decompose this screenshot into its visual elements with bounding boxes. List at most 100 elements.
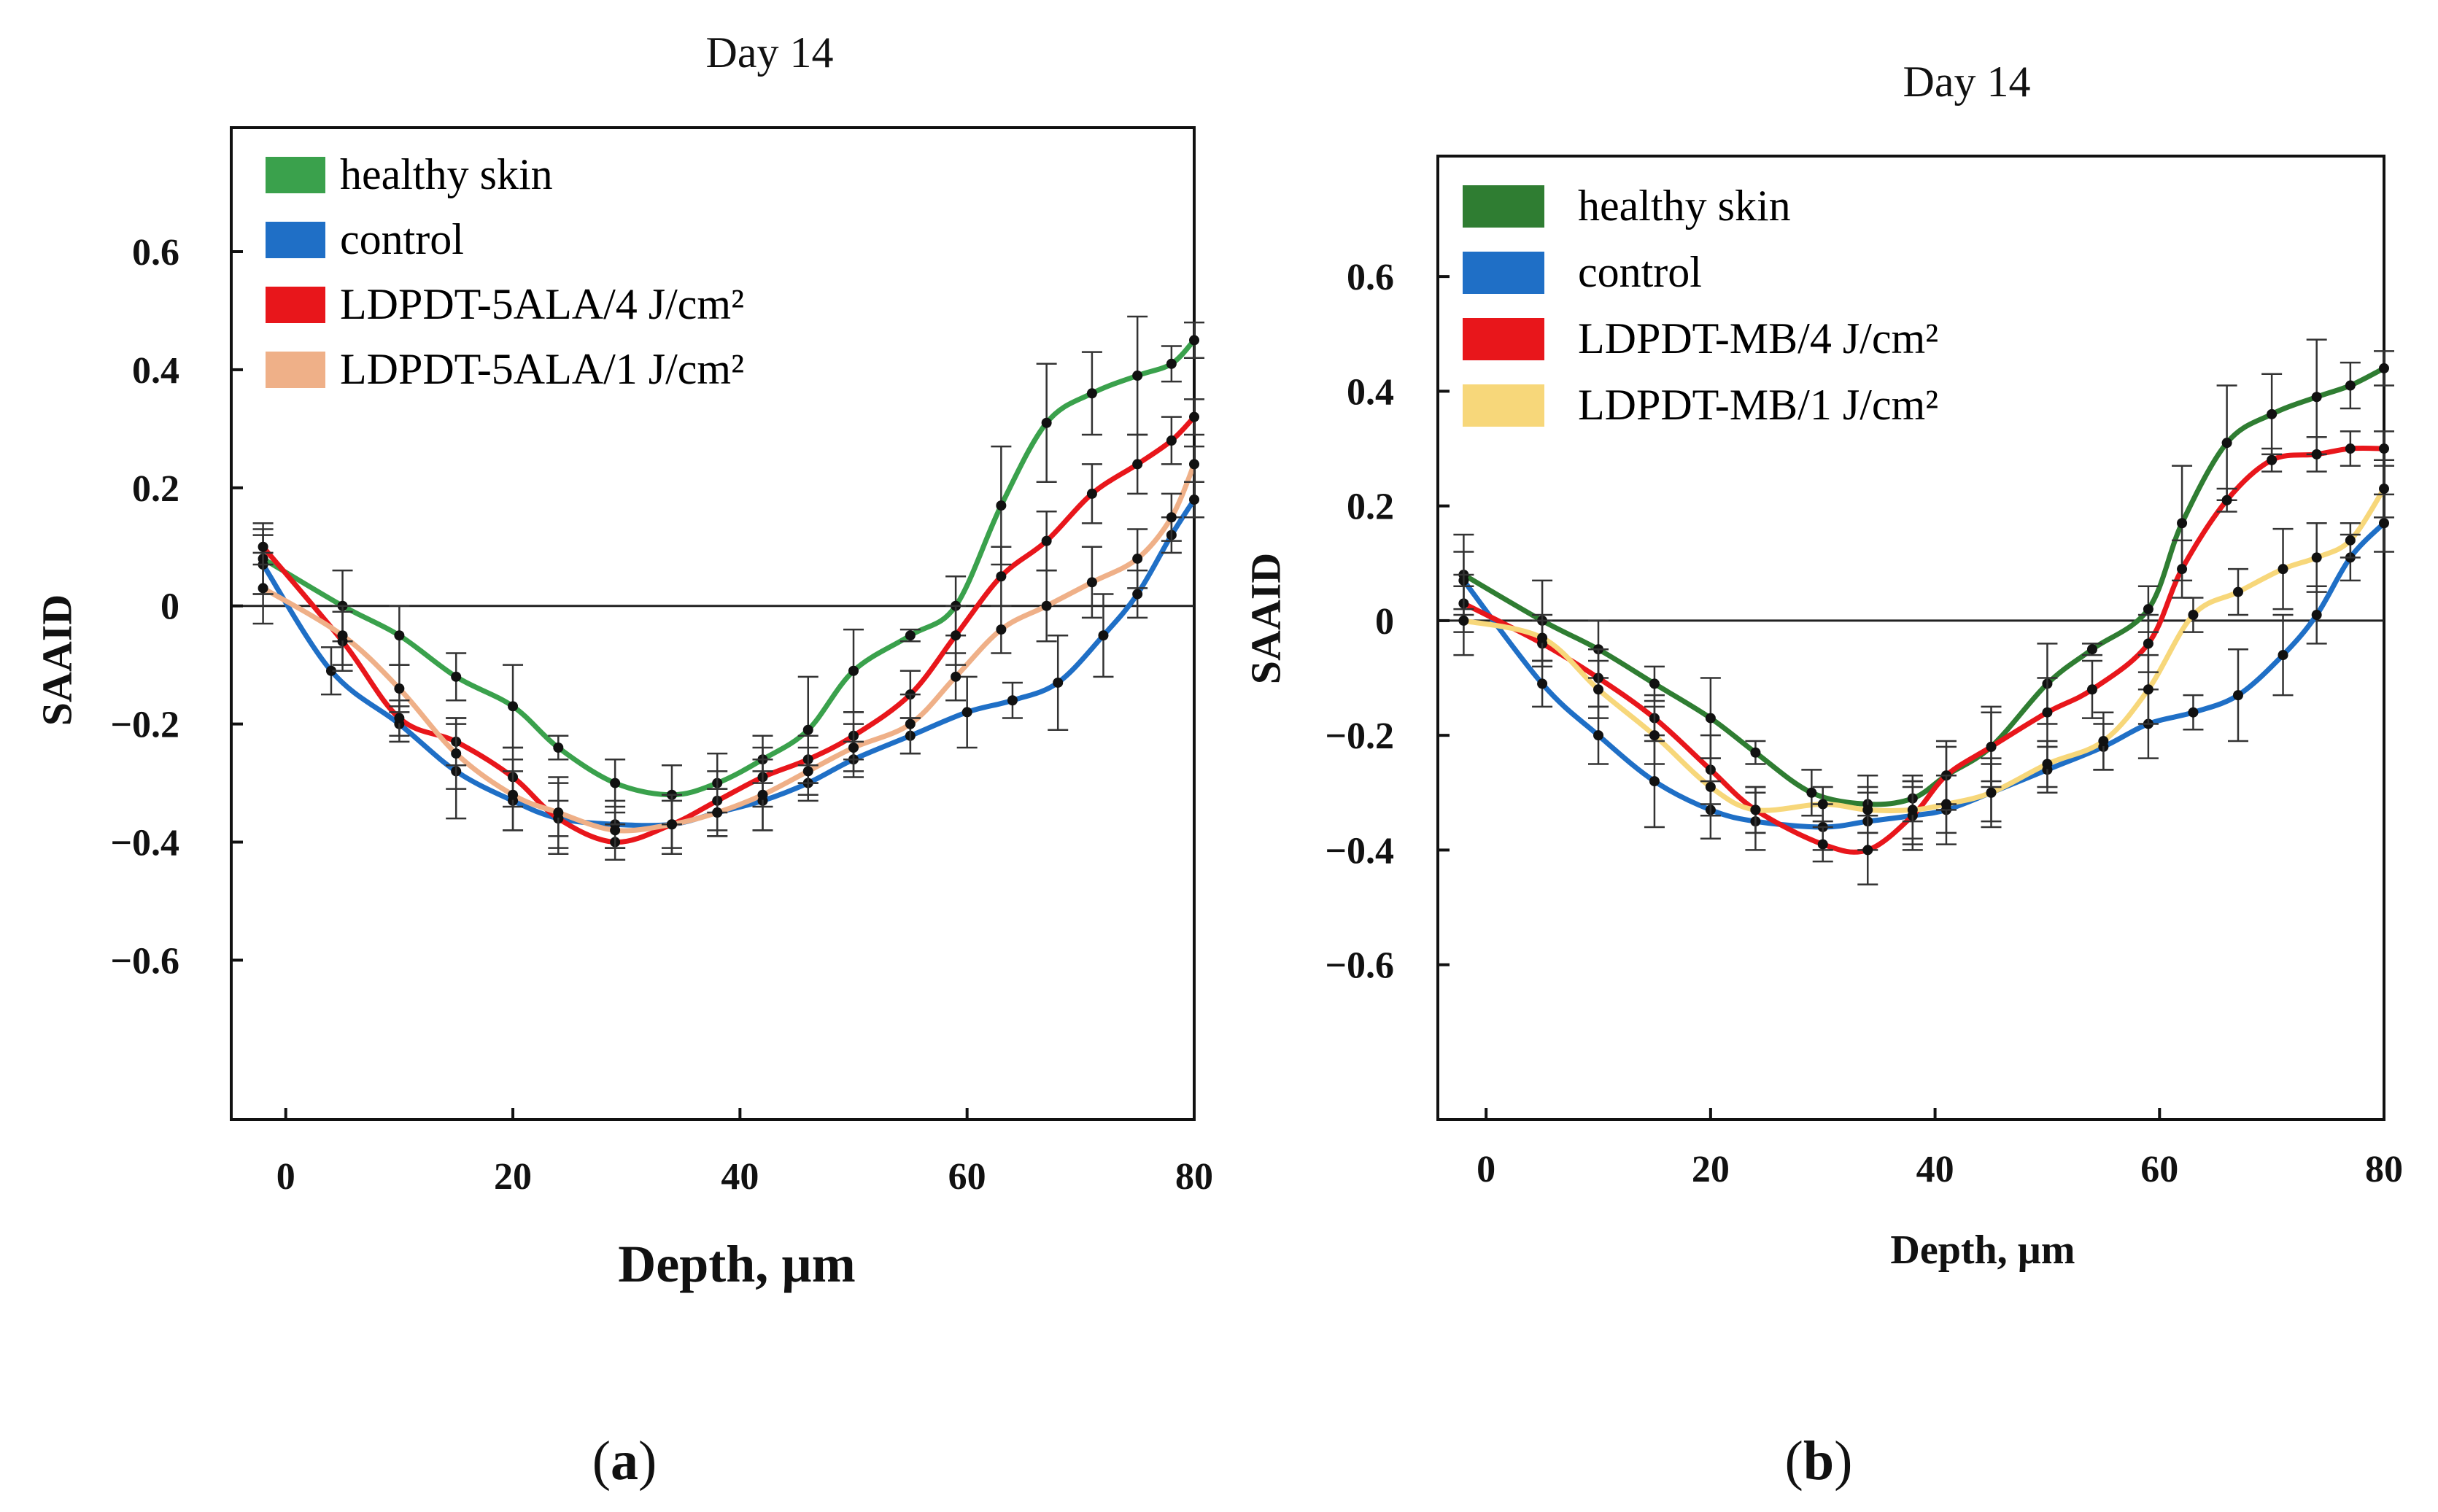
data-point: [1166, 512, 1177, 523]
y-tick-label: −0.4: [110, 823, 179, 864]
data-point: [1817, 839, 1828, 850]
data-point: [1593, 684, 1604, 695]
legend-swatch-orange: [266, 351, 325, 388]
data-point: [1705, 781, 1716, 792]
legend-item: LDPDT-5ALA/4 J/cm²: [266, 279, 744, 330]
y-tick-label: 0.2: [1347, 486, 1394, 528]
series-line: [1463, 487, 2386, 813]
legend-label: control: [340, 215, 464, 263]
data-point: [1041, 535, 1052, 546]
y-tick-label: 0.4: [1347, 371, 1394, 413]
chart-b-ylabel: SAAID: [1242, 552, 1290, 685]
legend-label: control: [1578, 248, 1702, 296]
data-point: [1806, 787, 1817, 798]
data-point: [1041, 600, 1052, 611]
data-point: [2042, 759, 2053, 769]
legend-item: LDPDT-MB/4 J/cm²: [1463, 314, 1938, 364]
data-point: [394, 683, 405, 694]
series-1-markers: [252, 481, 1204, 855]
legend-swatch-blue: [1463, 251, 1544, 294]
y-tick-label: −0.6: [1325, 945, 1394, 987]
legend-label: healthy skin: [340, 150, 553, 198]
chart-b-xlabel: Depth, µm: [1890, 1228, 2075, 1273]
data-point: [394, 630, 405, 641]
data-point: [757, 789, 768, 800]
legend-label: LDPDT-MB/1 J/cm²: [1578, 381, 1939, 429]
y-tick-label: 0.6: [132, 232, 179, 274]
data-point: [1086, 388, 1097, 399]
data-point: [2086, 644, 2097, 655]
y-tick-label: 0.4: [132, 350, 179, 392]
legend-item: control: [266, 214, 744, 265]
data-point: [1862, 805, 1873, 815]
data-point: [2232, 690, 2243, 701]
chart-a-legend: healthy skin control LDPDT-5ALA/4 J/cm² …: [266, 150, 744, 395]
data-point: [1649, 730, 1660, 741]
series-3-markers: [1453, 459, 2394, 840]
data-point: [258, 583, 268, 594]
data-point: [1649, 776, 1660, 787]
legend-item: LDPDT-5ALA/1 J/cm²: [266, 344, 744, 395]
data-point: [2098, 736, 2109, 747]
chart-b: 0.6 0.4 0.2 0 −0.2 −0.4 −0.6 0 20 40 60 80: [1325, 155, 2403, 1190]
chart-a-ylabel: SAAID: [33, 594, 81, 726]
chart-b-legend: healthy skin control LDPDT-MB/4 J/cm² LD…: [1463, 181, 1938, 430]
data-point: [451, 671, 462, 682]
data-point: [1537, 632, 1548, 643]
data-point: [2278, 650, 2288, 661]
data-point: [2379, 363, 2389, 373]
data-point: [553, 807, 564, 818]
data-point: [2232, 586, 2243, 597]
data-point: [2311, 449, 2322, 460]
series-3-markers: [252, 445, 1204, 849]
series-3: [261, 463, 1197, 834]
data-point: [2188, 610, 2199, 621]
data-point: [1986, 787, 1997, 798]
data-point: [610, 825, 621, 836]
data-point: [951, 671, 961, 682]
panel-b-letter: b: [1803, 1430, 1835, 1492]
data-point: [394, 713, 405, 724]
data-point: [2221, 438, 2232, 449]
data-point: [2143, 604, 2153, 615]
panel-a-letter: a: [611, 1430, 638, 1492]
data-point: [1705, 713, 1716, 724]
data-point: [2379, 443, 2389, 454]
chart-a: 0.6 0.4 0.2 0 −0.2 −0.4 −0.6 0 20 40 60 80: [110, 126, 1213, 1198]
data-point: [2345, 535, 2356, 546]
data-point: [1537, 678, 1548, 689]
data-point: [508, 789, 519, 800]
data-point: [905, 718, 916, 729]
legend-swatch-green: [1463, 185, 1544, 228]
legend-swatch-red: [1463, 317, 1544, 360]
x-tick-label: 60: [2140, 1149, 2178, 1190]
legend-swatch-green: [266, 156, 325, 193]
panel-a-label: (a): [592, 1430, 657, 1492]
legend-label: healthy skin: [1578, 182, 1791, 230]
data-point: [802, 766, 813, 777]
legend-swatch-blue: [266, 221, 325, 258]
x-tick-label: 0: [276, 1156, 295, 1198]
data-point: [2177, 564, 2188, 575]
data-point: [2042, 707, 2053, 718]
legend-label: LDPDT-5ALA/1 J/cm²: [340, 345, 745, 393]
legend-swatch-yellow: [1463, 384, 1544, 427]
y-tick-label: −0.2: [110, 705, 179, 746]
x-tick-label: 20: [1692, 1149, 1730, 1190]
data-point: [1166, 358, 1177, 369]
x-tick-label: 80: [2365, 1149, 2403, 1190]
series-line: [260, 498, 1196, 829]
data-point: [961, 707, 972, 718]
series-line: [1461, 521, 2386, 830]
data-point: [2345, 380, 2356, 391]
x-tick-label: 0: [1477, 1149, 1495, 1190]
data-point: [2379, 484, 2389, 495]
plot-frame: [1436, 155, 2385, 1121]
data-point: [2311, 610, 2322, 621]
y-tick-label: 0.6: [1347, 257, 1394, 298]
data-point: [1940, 799, 1951, 810]
data-point: [2221, 495, 2232, 505]
series-3: [1463, 487, 2386, 813]
data-point: [712, 807, 723, 818]
